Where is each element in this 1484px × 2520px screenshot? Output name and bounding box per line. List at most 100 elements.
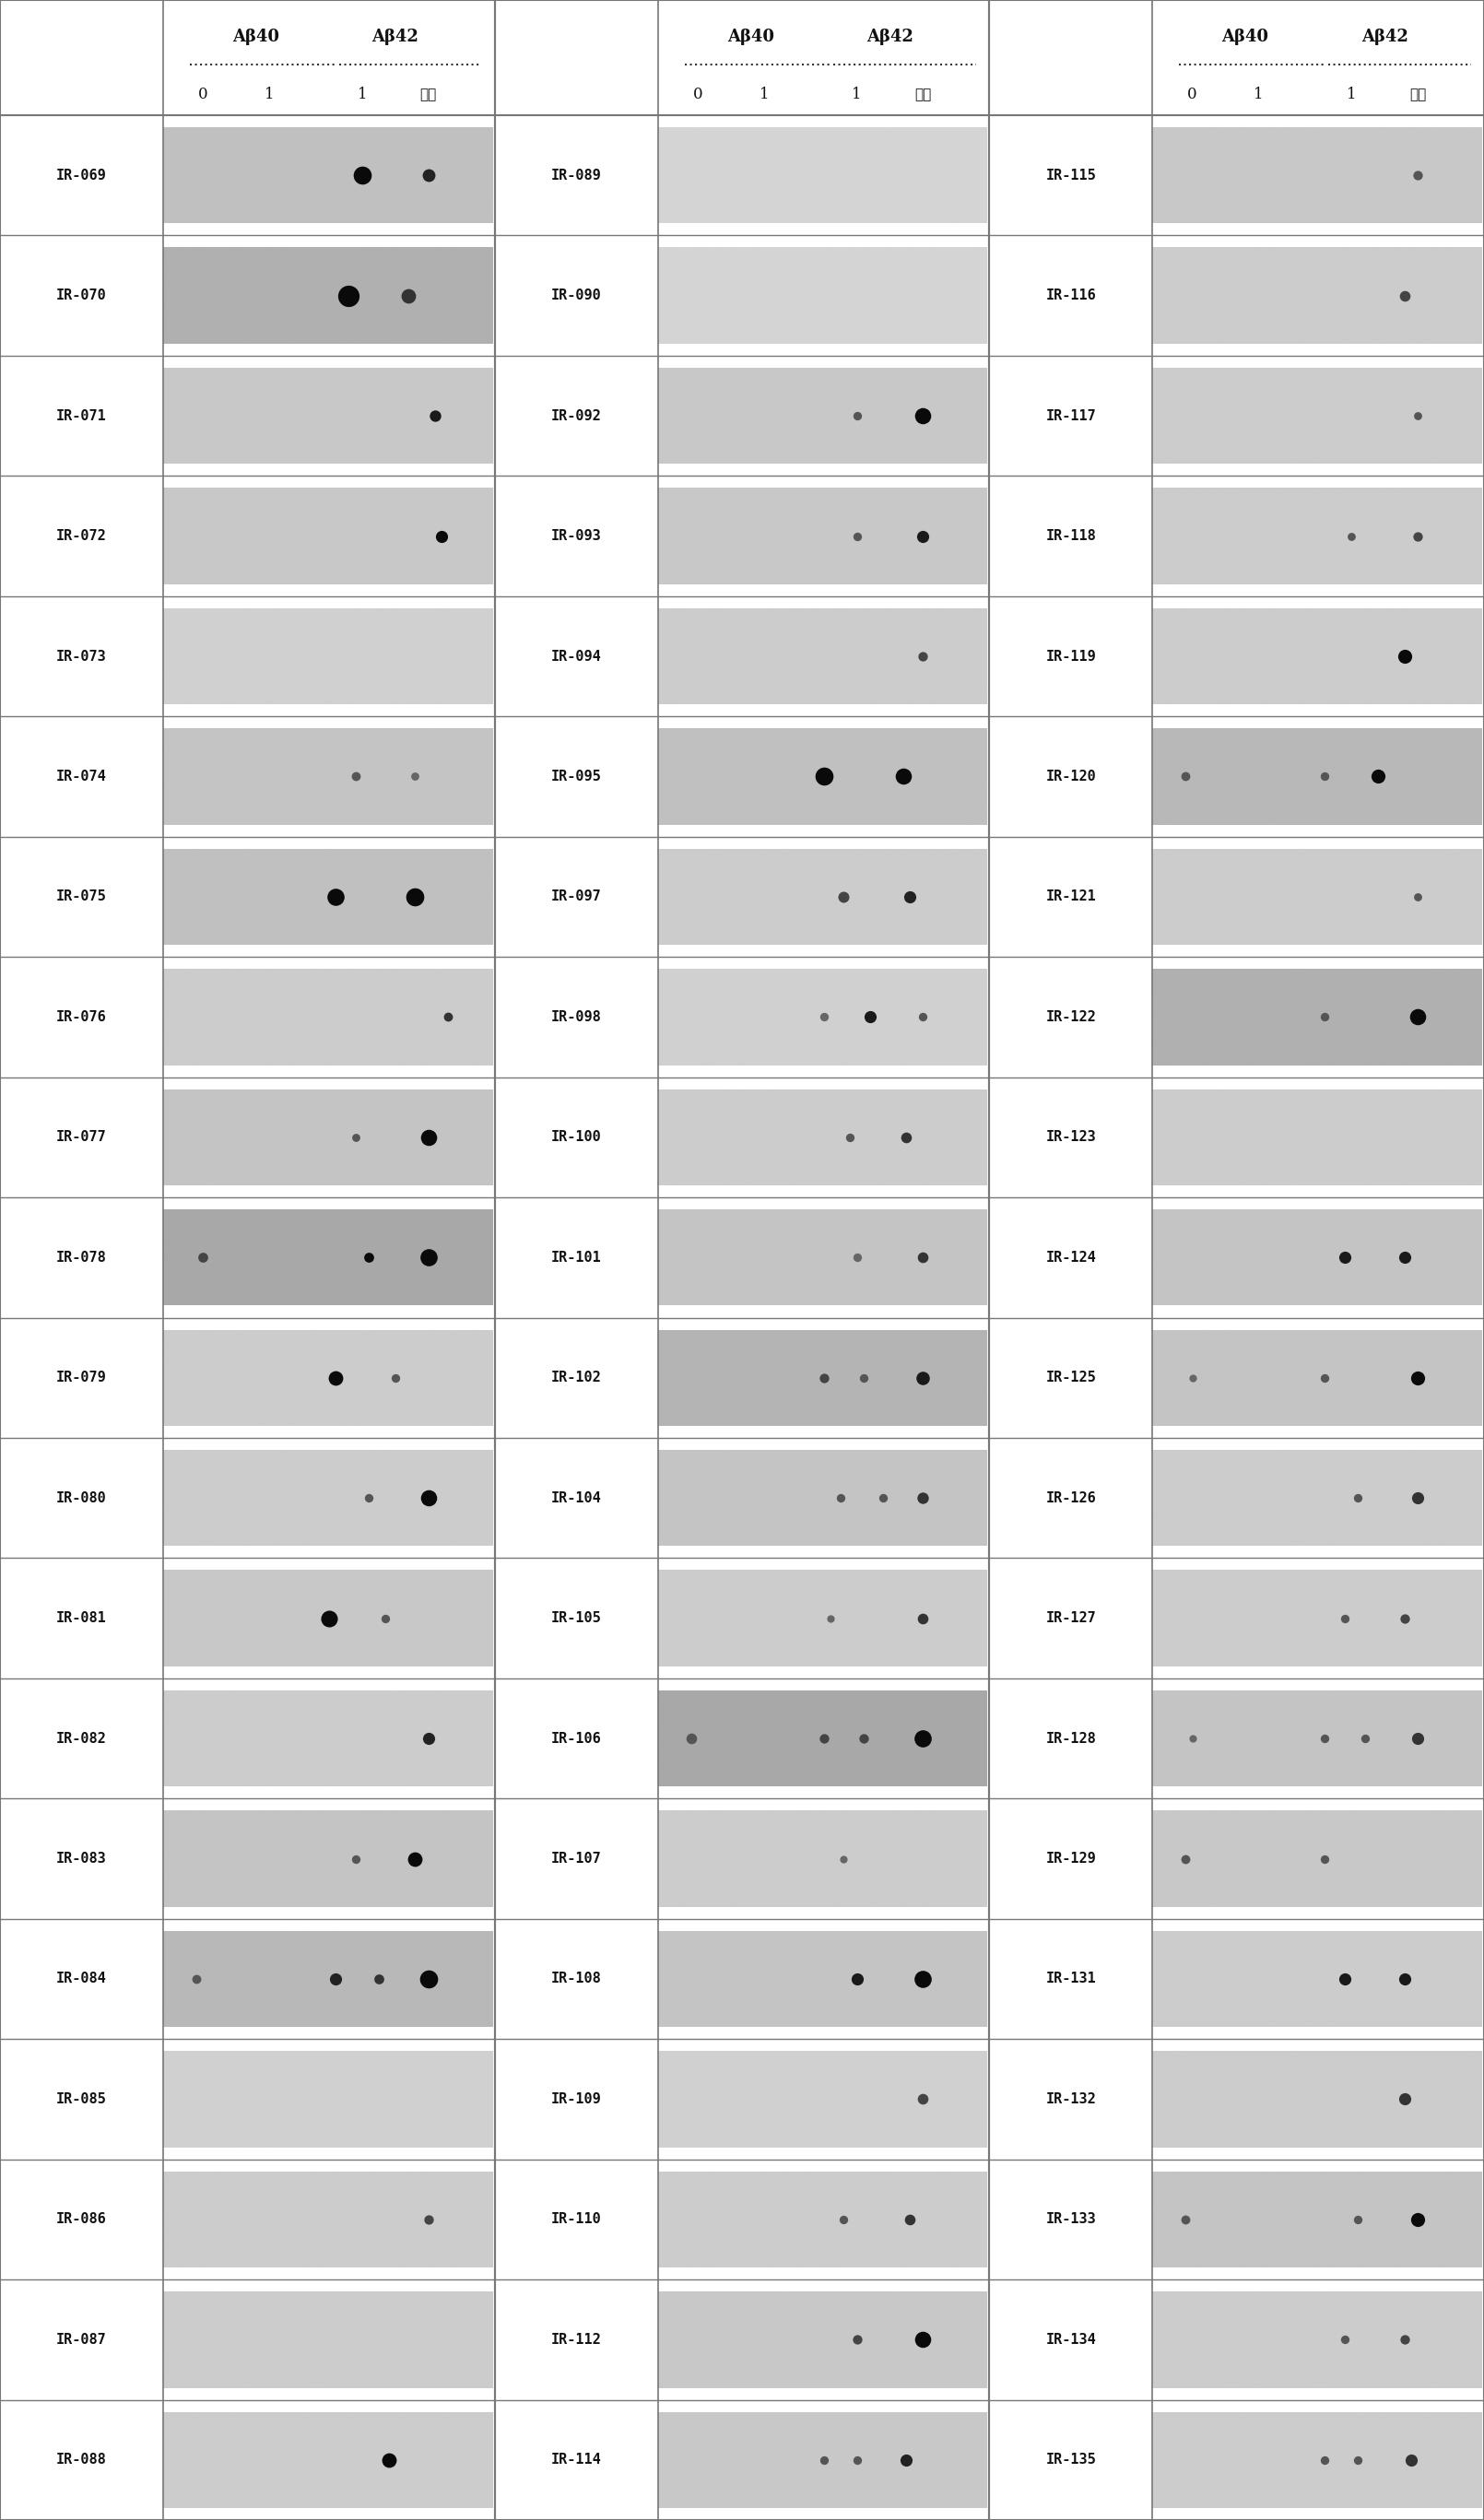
Bar: [990, 234, 1153, 355]
Point: [374, 1598, 398, 1638]
Text: Aβ42: Aβ42: [1361, 28, 1408, 45]
Point: [911, 998, 935, 1038]
Bar: [494, 2399, 657, 2520]
Text: 小时: 小时: [914, 88, 932, 101]
Bar: [163, 368, 493, 464]
Bar: [163, 1809, 493, 1908]
Point: [911, 517, 935, 557]
Text: IR-086: IR-086: [56, 2213, 107, 2225]
Point: [898, 2200, 922, 2240]
Bar: [657, 247, 987, 343]
Point: [1313, 998, 1337, 1038]
Text: IR-128: IR-128: [1046, 1731, 1097, 1746]
Bar: [0, 2039, 163, 2160]
Point: [911, 2079, 935, 2119]
Text: IR-117: IR-117: [1046, 408, 1097, 423]
Point: [844, 396, 868, 436]
Point: [417, 2200, 441, 2240]
Bar: [657, 1331, 987, 1426]
Bar: [163, 2291, 493, 2389]
Point: [1367, 756, 1391, 796]
Text: IR-088: IR-088: [56, 2452, 107, 2467]
Bar: [494, 2160, 657, 2281]
Bar: [163, 607, 493, 706]
Bar: [657, 126, 987, 224]
Point: [1313, 2439, 1337, 2480]
Bar: [163, 1210, 493, 1305]
Bar: [494, 234, 657, 355]
Text: IR-090: IR-090: [551, 290, 601, 302]
Point: [1313, 1358, 1337, 1399]
Text: Aβ40: Aβ40: [727, 28, 775, 45]
Bar: [494, 116, 657, 234]
Point: [1405, 998, 1429, 1038]
Text: IR-083: IR-083: [56, 1852, 107, 1865]
Point: [1313, 1719, 1337, 1759]
Bar: [0, 116, 163, 234]
Text: IR-124: IR-124: [1046, 1250, 1097, 1265]
Text: IR-076: IR-076: [56, 1011, 107, 1023]
Bar: [0, 1439, 163, 1557]
Bar: [990, 1918, 1153, 2039]
Bar: [163, 1089, 493, 1184]
Bar: [0, 716, 163, 837]
Bar: [0, 1557, 163, 1678]
Bar: [657, 1930, 987, 2026]
Point: [852, 1719, 876, 1759]
Text: IR-100: IR-100: [551, 1131, 601, 1144]
Point: [1174, 1840, 1198, 1880]
Point: [324, 1958, 347, 1998]
Bar: [990, 1076, 1153, 1197]
Point: [1333, 1598, 1356, 1638]
Bar: [1153, 1210, 1483, 1305]
Bar: [1153, 489, 1483, 585]
Point: [1180, 1719, 1204, 1759]
Text: IR-075: IR-075: [56, 890, 107, 905]
Point: [812, 1719, 835, 1759]
Bar: [657, 368, 987, 464]
Text: IR-072: IR-072: [56, 529, 107, 542]
Bar: [0, 0, 494, 2520]
Bar: [163, 2172, 493, 2268]
Text: 0: 0: [693, 86, 702, 103]
Text: 0: 0: [199, 86, 208, 103]
Point: [1405, 1358, 1429, 1399]
Bar: [0, 837, 163, 958]
Text: 1: 1: [1346, 86, 1356, 103]
Point: [1405, 1719, 1429, 1759]
Text: IR-114: IR-114: [551, 2452, 601, 2467]
Bar: [0, 2281, 163, 2399]
Bar: [657, 2172, 987, 2268]
Point: [417, 156, 441, 197]
Bar: [990, 0, 1484, 2520]
Point: [1405, 156, 1429, 197]
Text: IR-071: IR-071: [56, 408, 107, 423]
Bar: [494, 0, 990, 2520]
Bar: [163, 1570, 493, 1666]
Bar: [657, 2291, 987, 2389]
Bar: [990, 1439, 1153, 1557]
Bar: [494, 2281, 657, 2399]
Text: IR-097: IR-097: [551, 890, 601, 905]
Point: [417, 1237, 441, 1278]
Bar: [990, 1557, 1153, 1678]
Point: [1399, 2439, 1423, 2480]
Bar: [990, 1318, 1153, 1439]
Bar: [657, 489, 987, 585]
Bar: [494, 597, 657, 716]
Bar: [494, 355, 657, 476]
Bar: [0, 234, 163, 355]
Bar: [1153, 1691, 1483, 1787]
Point: [344, 756, 368, 796]
Point: [812, 1358, 835, 1399]
Bar: [990, 1197, 1153, 1318]
Bar: [990, 2281, 1153, 2399]
Point: [184, 1958, 208, 1998]
Bar: [1153, 1449, 1483, 1547]
Point: [1174, 756, 1198, 796]
Text: 1: 1: [760, 86, 769, 103]
Point: [344, 1840, 368, 1880]
Bar: [657, 1449, 987, 1547]
Text: IR-104: IR-104: [551, 1492, 601, 1504]
Text: IR-129: IR-129: [1046, 1852, 1097, 1865]
